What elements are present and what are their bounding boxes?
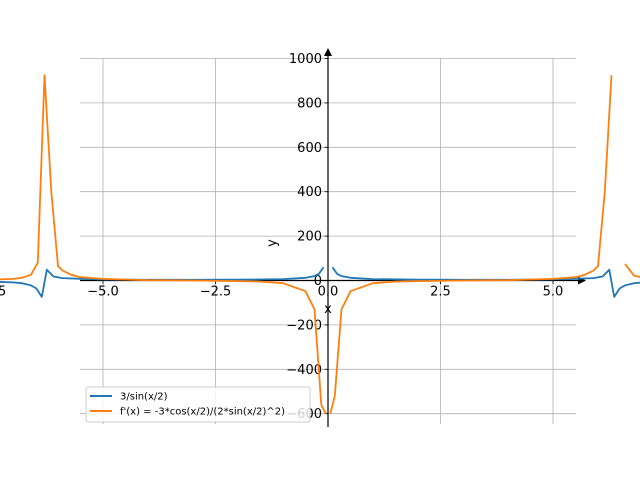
y-tick-label-2: −200	[286, 318, 322, 333]
x-ticks: −10.0−7.5−5.0−2.50.02.55.07.510.0	[0, 280, 564, 300]
axes	[80, 48, 586, 427]
y-tick-label-4: 200	[297, 230, 322, 245]
y-tick-label-3: 0	[314, 274, 322, 289]
series-1-line-0	[0, 74, 327, 415]
series-0-line-1	[331, 266, 640, 298]
series-0-line-0	[0, 266, 325, 298]
x-tick-label-3: −2.5	[200, 285, 232, 300]
series-1-line-1	[329, 75, 613, 414]
series	[0, 74, 640, 415]
y-tick-label-6: 600	[297, 141, 322, 156]
y-axis-arrow	[324, 48, 332, 56]
legend-label-0: 3/sin(x/2)	[120, 392, 168, 403]
legend-label-1: f'(x) = -3*cos(x/2)/(2*sin(x/2)^2)	[120, 407, 285, 418]
x-tick-label-5: 2.5	[430, 285, 451, 300]
y-axis-label: y	[265, 239, 280, 247]
series-1-line-2	[624, 263, 640, 278]
y-tick-label-7: 800	[297, 96, 322, 111]
x-tick-label-6: 5.0	[543, 285, 564, 300]
legend: 3/sin(x/2) f'(x) = -3*cos(x/2)/(2*sin(x/…	[85, 386, 311, 423]
y-tick-label-8: 1000	[289, 52, 322, 67]
y-tick-label-1: −400	[286, 363, 322, 378]
x-tick-label-1: −7.5	[0, 285, 6, 300]
x-tick-label-4: 0.0	[318, 285, 339, 300]
x-axis-label: x	[324, 302, 332, 317]
y-tick-label-5: 400	[297, 185, 322, 200]
legend-box	[85, 386, 311, 423]
x-tick-label-2: −5.0	[87, 285, 119, 300]
